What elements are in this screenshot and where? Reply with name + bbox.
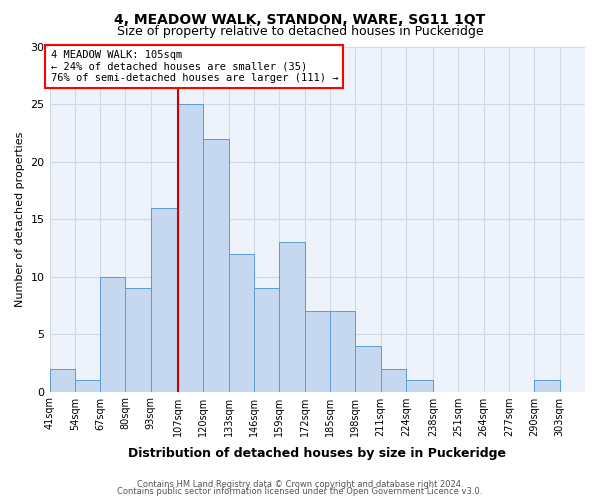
Bar [100,276,125,392]
Text: Size of property relative to detached houses in Puckeridge: Size of property relative to detached ho… [116,25,484,38]
Bar [151,208,178,392]
Bar [203,138,229,392]
X-axis label: Distribution of detached houses by size in Puckeridge: Distribution of detached houses by size … [128,447,506,460]
Bar [280,242,305,392]
Bar [254,288,280,392]
Bar [178,104,203,392]
Text: 4 MEADOW WALK: 105sqm
← 24% of detached houses are smaller (35)
76% of semi-deta: 4 MEADOW WALK: 105sqm ← 24% of detached … [50,50,338,83]
Bar [50,368,75,392]
Y-axis label: Number of detached properties: Number of detached properties [15,132,25,306]
Bar [330,311,355,392]
Bar [355,346,380,392]
Bar [229,254,254,392]
Text: 4, MEADOW WALK, STANDON, WARE, SG11 1QT: 4, MEADOW WALK, STANDON, WARE, SG11 1QT [115,12,485,26]
Bar [75,380,100,392]
Text: Contains public sector information licensed under the Open Government Licence v3: Contains public sector information licen… [118,487,482,496]
Bar [305,311,330,392]
Bar [380,368,406,392]
Bar [535,380,560,392]
Bar [125,288,151,392]
Text: Contains HM Land Registry data © Crown copyright and database right 2024.: Contains HM Land Registry data © Crown c… [137,480,463,489]
Bar [406,380,433,392]
